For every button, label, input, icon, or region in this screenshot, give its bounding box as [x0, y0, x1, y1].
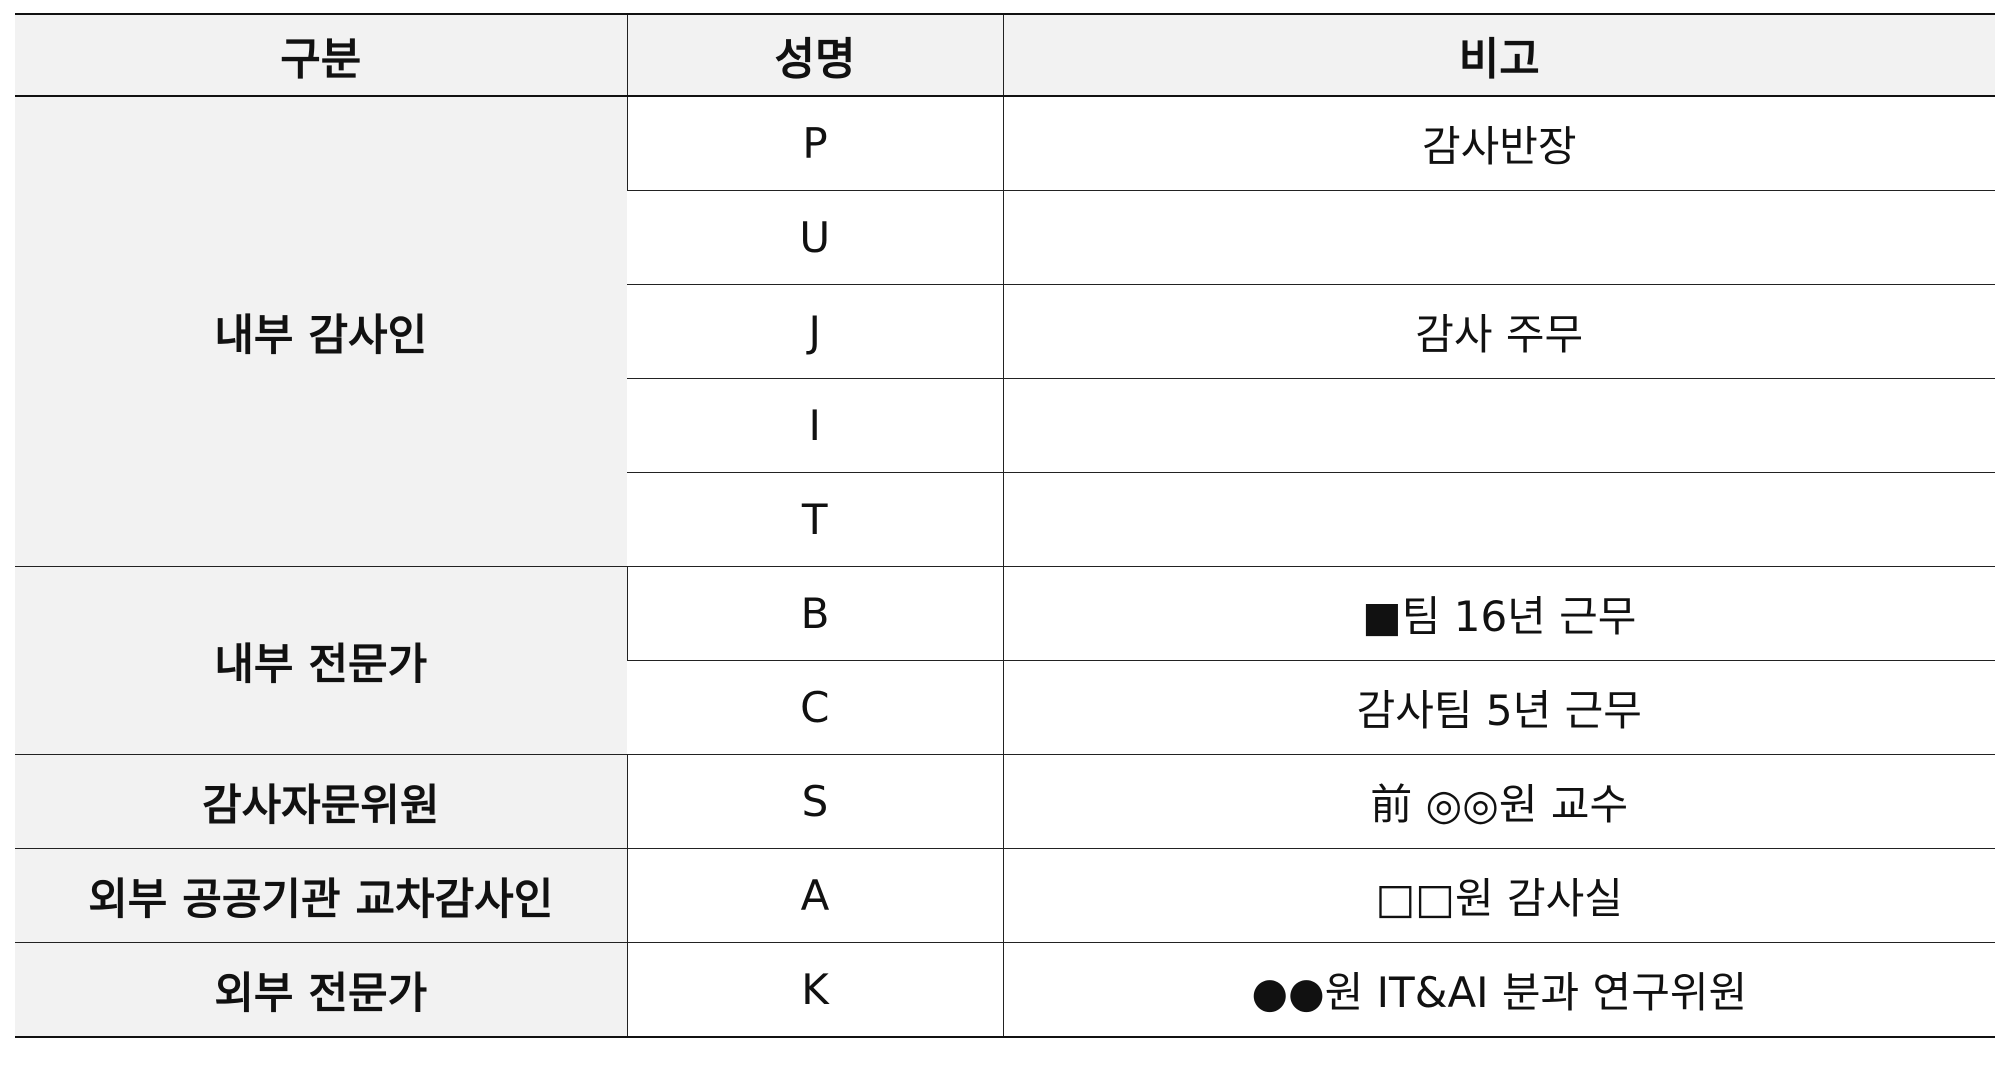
person-name: T	[627, 472, 1003, 567]
person-note: □□원 감사실	[1002, 848, 1995, 943]
person-note: ●●원 IT&AI 분과 연구위원	[1002, 942, 1995, 1038]
person-name: C	[627, 660, 1003, 755]
person-note: 감사반장	[1002, 95, 1995, 191]
header-name: 성명	[626, 13, 1003, 97]
table-row: 외부 공공기관 교차감사인 A □□원 감사실	[15, 848, 1995, 943]
table-row: U	[15, 190, 1995, 285]
auditor-roster-table: 구분 성명 비고 내부 감사인 P 감사반장 U J 감사 주무 I T 내부 …	[15, 13, 1995, 1038]
group-label: 내부 전문가	[15, 566, 627, 755]
group-label: 외부 공공기관 교차감사인	[15, 848, 627, 943]
person-note: 감사 주무	[1002, 284, 1995, 379]
person-note: 前 ◎◎원 교수	[1002, 754, 1995, 849]
person-note	[1002, 472, 1995, 567]
person-name: S	[626, 754, 1003, 849]
person-note	[1002, 378, 1995, 473]
person-name: P	[626, 95, 1003, 191]
group-label: 외부 전문가	[15, 942, 627, 1038]
table-row: 외부 전문가 K ●●원 IT&AI 분과 연구위원	[15, 942, 1995, 1038]
group-label: 내부 감사인	[15, 95, 627, 567]
header-category: 구분	[15, 13, 627, 97]
person-note: ■팀 16년 근무	[1002, 566, 1995, 661]
person-name: I	[627, 378, 1003, 473]
table-row: 내부 전문가 B ■팀 16년 근무	[15, 566, 1995, 755]
table-row: 내부 감사인 P 감사반장	[15, 95, 1995, 567]
person-name: J	[627, 284, 1003, 379]
person-name: A	[626, 848, 1003, 943]
person-name: U	[627, 190, 1003, 285]
person-note: 감사팀 5년 근무	[1002, 660, 1995, 755]
table-row: T	[15, 472, 1995, 567]
table-row: 감사자문위원 S 前 ◎◎원 교수	[15, 754, 1995, 849]
person-name: B	[626, 566, 1003, 661]
person-note	[1002, 190, 1995, 285]
table-row: C 감사팀 5년 근무	[15, 660, 1995, 755]
person-name: K	[626, 942, 1003, 1038]
header-remarks: 비고	[1002, 13, 1995, 97]
group-label: 감사자문위원	[15, 754, 627, 849]
header-row: 구분 성명 비고	[15, 13, 1995, 97]
